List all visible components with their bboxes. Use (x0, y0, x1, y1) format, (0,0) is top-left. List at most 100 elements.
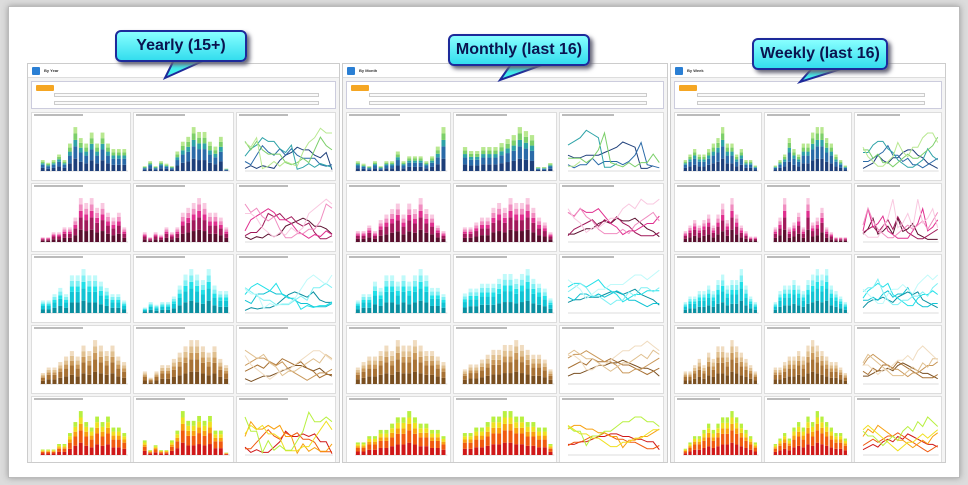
bar-segment (702, 291, 706, 295)
bar-segment (792, 368, 796, 377)
bar-segment (407, 345, 412, 352)
bar-segment (372, 161, 377, 163)
apply-button[interactable] (679, 85, 697, 91)
bar-segment (683, 451, 687, 454)
bar-segment (491, 427, 496, 434)
bar-segment (711, 440, 715, 448)
bar-segment (493, 147, 498, 151)
bar-segment (154, 449, 158, 453)
bar-segment (502, 285, 507, 292)
bar-segment (177, 289, 183, 294)
bar-segment (525, 349, 530, 355)
bar-segment (725, 357, 729, 362)
bar-segment (355, 374, 360, 380)
stacked-bar-chart (346, 325, 451, 394)
bar-segment (688, 227, 692, 231)
bar-segment (468, 299, 473, 307)
bar-segment (716, 161, 720, 171)
bar-segment (62, 445, 67, 448)
bar-segment (773, 227, 777, 230)
bar-segment (208, 221, 213, 226)
bar-segment (519, 273, 524, 280)
bar-segment (797, 374, 801, 384)
bar-segment (430, 365, 435, 375)
bar-segment (143, 375, 148, 377)
bar-segment (372, 364, 377, 369)
bar-segment (787, 360, 791, 365)
bar-segment (181, 225, 186, 234)
apply-button[interactable] (36, 85, 54, 91)
bar-segment (697, 297, 701, 301)
bar-segment (424, 291, 429, 303)
time-filter-input[interactable] (369, 101, 647, 105)
bar-segment (834, 159, 838, 162)
bar-segment (468, 306, 473, 313)
bar-segment (384, 440, 389, 448)
bar-segment (100, 160, 105, 171)
bar-segment (716, 362, 720, 374)
bar-segment (361, 166, 366, 169)
line-chart (854, 183, 942, 252)
bar-segment (778, 306, 782, 313)
bar-segment (688, 376, 692, 381)
bar-segment (111, 164, 116, 171)
bar-segment (378, 360, 383, 366)
region-filter-input[interactable] (369, 93, 647, 97)
bar-segment (95, 143, 99, 148)
bar-segment (106, 416, 110, 423)
bar-segment (175, 165, 180, 171)
bar-segment (407, 356, 412, 363)
bar-segment (62, 451, 67, 455)
bar-segment (491, 416, 496, 423)
bar-segment (116, 427, 121, 432)
bar-segment (143, 166, 147, 167)
bar-segment (787, 368, 791, 377)
bar-segment (525, 198, 530, 205)
apply-button[interactable] (351, 85, 369, 91)
bar-segment (773, 233, 777, 238)
bar-segment (384, 168, 389, 171)
bar-segment (218, 300, 223, 307)
bar-segment (839, 301, 843, 304)
bar-segment (787, 438, 791, 441)
time-filter-input[interactable] (54, 101, 319, 105)
bar-segment (407, 290, 412, 296)
bar-segment (201, 357, 206, 363)
bar-segment (693, 438, 697, 442)
region-filter-input[interactable] (697, 93, 925, 97)
bar-segment (197, 427, 202, 434)
bar-segment (839, 164, 843, 168)
bar-segment (111, 228, 116, 236)
bar-segment (707, 158, 711, 165)
bar-segment (170, 167, 175, 169)
bar-segment (89, 143, 94, 150)
bar-segment (164, 166, 169, 169)
bar-segment (143, 373, 148, 376)
bar-segment (688, 161, 692, 167)
bar-segment (688, 447, 692, 452)
bar-segment (116, 376, 121, 384)
bar-segment (197, 415, 202, 422)
time-filter-input[interactable] (697, 101, 925, 105)
bar-segment (57, 236, 61, 240)
bar-segment (218, 306, 223, 313)
line-chart (559, 254, 664, 323)
bar-segment (430, 433, 435, 438)
bar-segment (815, 417, 819, 424)
bar-segment (519, 279, 524, 286)
bar-segment (390, 351, 395, 356)
bar-segment (496, 208, 501, 215)
bar-segment (372, 238, 377, 242)
region-filter-input[interactable] (54, 93, 319, 97)
bar-segment (424, 168, 429, 171)
bar-segment (395, 281, 400, 287)
bar-segment (519, 356, 524, 363)
bar-segment (513, 416, 518, 423)
bar-segment (525, 445, 530, 455)
bar-segment (535, 168, 540, 169)
bar-segment (110, 299, 115, 303)
chart-title (34, 398, 84, 400)
bar-segment (87, 355, 92, 361)
bar-segment (111, 224, 116, 229)
bar-segment (839, 436, 843, 440)
